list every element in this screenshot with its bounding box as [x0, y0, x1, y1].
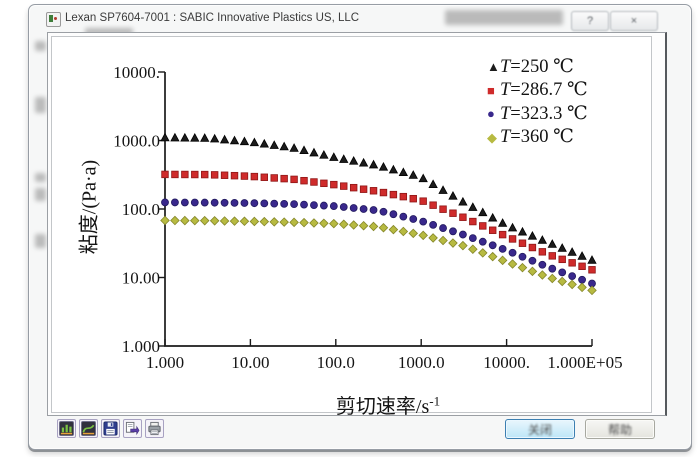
save-icon: [103, 421, 118, 436]
legend-marker-diamond: ◆: [487, 129, 497, 145]
legend-label: T=323.3 ℃: [500, 103, 588, 124]
redacted-text: [35, 234, 46, 248]
redacted-text: [35, 188, 46, 201]
redacted-text: [35, 41, 46, 51]
window-help-button[interactable]: ?: [571, 11, 609, 31]
window-close-button[interactable]: ×: [610, 11, 658, 31]
redacted-text: [85, 28, 133, 35]
curve-chart-tool-button[interactable]: [79, 419, 98, 438]
window-title: Lexan SP7604-7001 : SABIC Innovative Pla…: [65, 12, 360, 24]
legend-label: T=286.7 ℃: [500, 80, 588, 101]
legend-item: ▲ T=250 ℃: [487, 55, 588, 79]
y-axis-title: 粘度/(Pa·a): [78, 159, 101, 255]
print-icon: [148, 421, 161, 436]
bar-chart-icon: [59, 421, 74, 436]
legend-label: T=250 ℃: [500, 56, 574, 77]
redacted-text: [445, 10, 563, 25]
save-tool-button[interactable]: [101, 419, 120, 438]
x-axis-title: 剪切速率/s-1: [335, 393, 441, 418]
print-tool-button[interactable]: [145, 419, 164, 438]
legend-marker-square: ■: [487, 82, 495, 98]
redacted-text: [35, 173, 46, 182]
curve-chart-icon: [81, 421, 96, 436]
legend-marker-triangle: ▲: [487, 59, 500, 75]
window-buttons: ? ×: [570, 11, 658, 31]
legend-item: ● T=323.3 ℃: [487, 102, 588, 126]
chart-legend: ▲ T=250 ℃ ■ T=286.7 ℃ ● T=323.3 ℃ ◆ T=360 ℃: [487, 55, 588, 149]
close-button-label: 关闭: [527, 422, 552, 437]
help-button-label: 帮助: [607, 422, 632, 437]
legend-marker-circle: ●: [487, 106, 495, 122]
redacted-text: [35, 97, 46, 113]
export-icon: [125, 421, 140, 436]
legend-label: T=360 ℃: [500, 127, 574, 148]
legend-item: ◆ T=360 ℃: [487, 126, 588, 150]
export-tool-button[interactable]: [123, 419, 142, 438]
help-button[interactable]: 帮助: [585, 419, 655, 439]
title-bar[interactable]: Lexan SP7604-7001 : SABIC Innovative Pla…: [29, 5, 691, 33]
legend-item: ■ T=286.7 ℃: [487, 79, 588, 103]
bar-chart-tool-button[interactable]: [57, 419, 76, 438]
app-icon: [46, 12, 61, 27]
close-button[interactable]: 关闭: [505, 419, 575, 439]
